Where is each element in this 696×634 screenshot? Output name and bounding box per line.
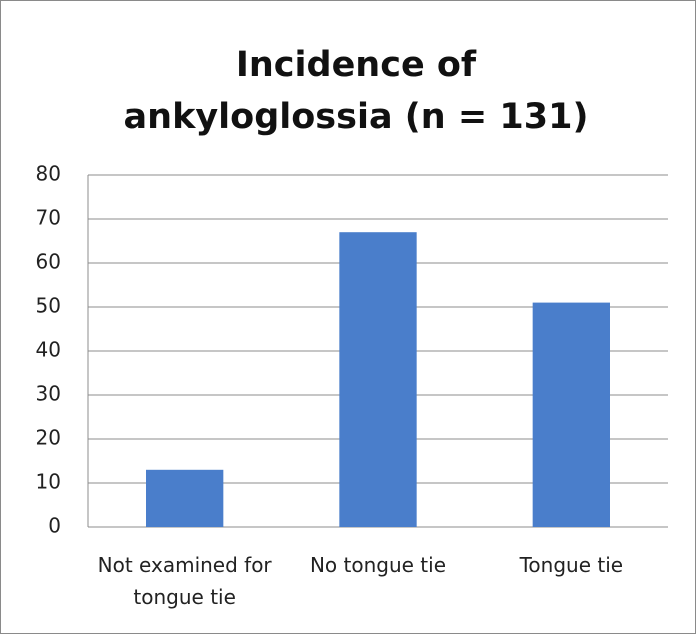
y-tick-label: 10 [36, 470, 61, 494]
y-tick-label: 50 [36, 294, 61, 318]
y-tick-label: 0 [48, 514, 61, 538]
y-tick-label: 60 [36, 250, 61, 274]
y-tick-label: 40 [36, 338, 61, 362]
x-tick-label: Not examined for tongue tie [97, 553, 272, 609]
x-tick-label: Tongue tie [519, 553, 624, 577]
bar [532, 302, 610, 527]
y-tick-label: 30 [36, 382, 61, 406]
bar [339, 232, 417, 527]
y-tick-label: 80 [36, 162, 61, 186]
y-tick-label: 70 [36, 206, 61, 230]
x-tick-label: No tongue tie [309, 553, 447, 577]
chart-title: Incidence of ankyloglossia (n = 131) [123, 45, 589, 137]
bar [146, 469, 224, 527]
y-tick-label: 20 [36, 426, 61, 450]
